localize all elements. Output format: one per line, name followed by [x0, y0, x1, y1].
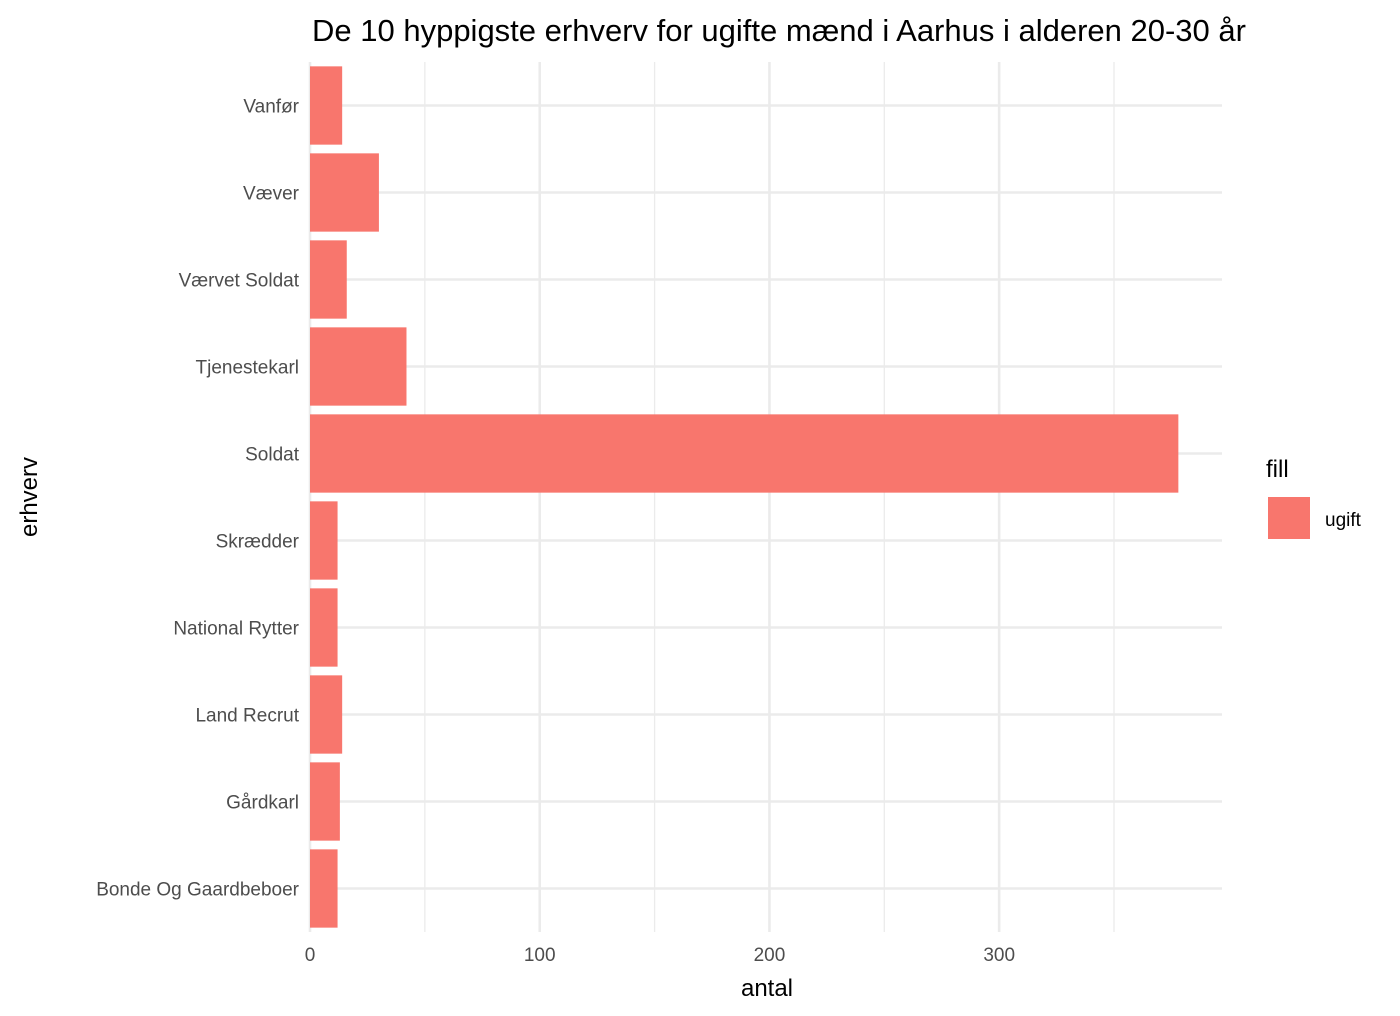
chart-title: De 10 hyppigste erhverv for ugifte mænd …	[312, 13, 1246, 48]
bars	[310, 66, 1179, 928]
y-tick-label: National Rytter	[173, 619, 299, 640]
y-tick-label: Værvet Soldat	[179, 271, 300, 292]
y-tick-label: Tjenestekarl	[196, 358, 300, 379]
bar	[310, 675, 343, 754]
y-tick-label: Soldat	[245, 445, 300, 466]
legend-key-ugift	[1268, 497, 1310, 539]
y-axis-tick-labels: Bonde Og Gaardbeboer Gårdkarl Land Recrut N…	[96, 97, 300, 901]
x-tick-label: 100	[524, 945, 556, 966]
bar	[310, 66, 343, 145]
bar	[310, 588, 338, 667]
y-tick-label: Bonde Og Gaardbeboer	[96, 880, 299, 901]
legend-title: fill	[1266, 456, 1289, 483]
grid-lines	[308, 62, 1222, 932]
x-tick-label: 200	[754, 945, 786, 966]
x-tick-label: 300	[983, 945, 1015, 966]
bar	[310, 849, 338, 928]
bar	[310, 240, 347, 319]
bar	[310, 501, 338, 580]
bar	[310, 327, 407, 406]
bar	[310, 414, 1179, 493]
x-axis-title: antal	[741, 975, 793, 1002]
legend-label-ugift: ugift	[1325, 510, 1362, 531]
y-tick-label: Land Recrut	[195, 706, 299, 727]
y-axis-title: erhverv	[16, 457, 43, 537]
x-axis-tick-labels: 0 100 200 300	[305, 945, 1015, 966]
y-tick-label: Skrædder	[216, 532, 300, 553]
bar	[310, 762, 340, 841]
legend: fill ugift	[1266, 456, 1362, 539]
y-tick-label: Væver	[243, 184, 300, 205]
bar	[310, 153, 379, 232]
y-tick-label: Gårdkarl	[226, 793, 299, 814]
x-tick-label: 0	[305, 945, 316, 966]
y-tick-label: Vanfør	[243, 97, 299, 118]
